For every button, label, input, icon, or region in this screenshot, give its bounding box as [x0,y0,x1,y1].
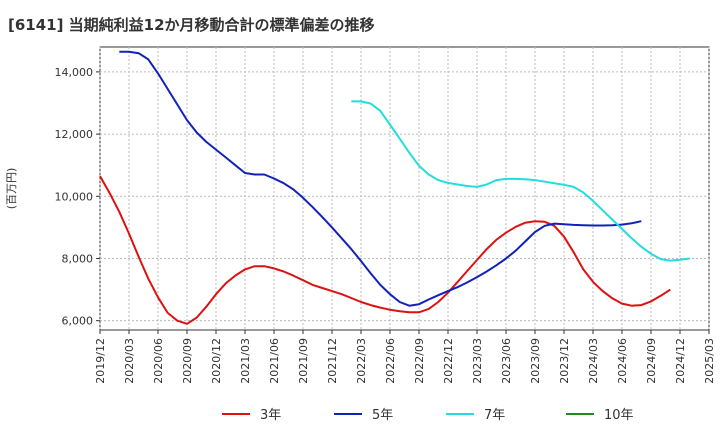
x-tick-label: 2021/09 [297,338,310,384]
y-axis-label: (百万円) [5,168,18,210]
chart-title: [6141] 当期純利益12か月移動合計の標準偏差の推移 [8,16,375,34]
y-tick-label: 6,000 [62,315,94,328]
x-tick-label: 2020/06 [152,338,165,384]
legend-label: 3年 [260,408,281,423]
x-tick-label: 2024/09 [645,338,658,384]
x-tick-label: 2024/03 [587,338,600,384]
legend-label: 7年 [484,408,505,423]
x-tick-label: 2020/03 [123,338,136,384]
x-tick-label: 2020/12 [210,338,223,384]
y-tick-label: 8,000 [62,252,94,265]
x-tick-label: 2021/03 [239,338,252,384]
series-line-7年 [351,100,690,262]
x-tick-label: 2021/06 [268,338,281,384]
x-tick-label: 2023/09 [529,338,542,384]
x-tick-label: 2024/06 [616,338,629,384]
y-tick-label: 14,000 [55,66,94,79]
x-tick-label: 2023/06 [500,338,513,384]
x-tick-label: 2024/12 [674,338,687,384]
series-line-5年 [119,50,642,307]
x-tick-label: 2022/12 [442,338,455,384]
x-tick-label: 2021/12 [326,338,339,384]
x-tick-label: 2022/06 [384,338,397,384]
x-tick-label: 2023/12 [558,338,571,384]
x-tick-label: 2025/03 [703,338,716,384]
y-tick-label: 10,000 [55,190,94,203]
x-tick-label: 2020/09 [181,338,194,384]
y-tick-label: 12,000 [55,128,94,141]
series-line-3年 [99,175,671,325]
x-tick-label: 2022/03 [355,338,368,384]
x-tick-label: 2019/12 [94,338,107,384]
legend-label: 5年 [372,408,393,423]
x-tick-label: 2023/03 [471,338,484,384]
legend-label: 10年 [604,408,634,423]
plot-area [99,46,710,331]
x-tick-label: 2022/09 [413,338,426,384]
